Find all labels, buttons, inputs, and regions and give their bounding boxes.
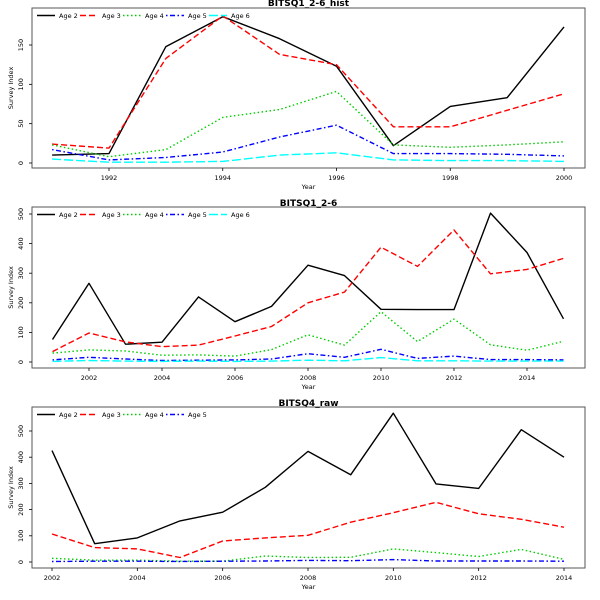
series-line-age-4 — [52, 311, 564, 357]
series-line-age-5 — [52, 348, 564, 362]
x-tick-label: 2006 — [227, 374, 244, 382]
series-line-age-2 — [52, 16, 565, 156]
y-tick-label: 100 — [17, 78, 25, 90]
x-axis-label: Year — [301, 583, 316, 591]
x-tick-label: 2004 — [129, 574, 146, 582]
series-line-age-4 — [51, 548, 565, 562]
chart-title: BITSQ1_2-6 — [280, 199, 338, 209]
x-tick-label: 2006 — [214, 574, 231, 582]
legend: Age 2 Age 3 Age 4 Age 5 Age 6 — [37, 211, 250, 219]
y-axis-label: Survey Index — [7, 266, 15, 309]
x-axis-label: Year — [301, 383, 316, 391]
chart-title: BITSQ1_2-6_hist — [268, 0, 350, 9]
x-tick-label: 1992 — [101, 174, 118, 182]
chart-panel-3: BITSQ4_raw 2002 2004 2006 2008 2010 2012 2014 0 1… — [7, 399, 586, 591]
legend-label: Age 6 — [231, 12, 250, 20]
legend-label: Age 5 — [188, 12, 207, 20]
series-line-age-2 — [51, 212, 565, 345]
y-tick-label: 0 — [17, 161, 25, 165]
legend-label: Age 2 — [59, 411, 78, 419]
y-tick-label: 50 — [17, 120, 25, 128]
x-axis-label: Year — [301, 183, 316, 191]
legend: Age 2 Age 3 Age 4 Age 5 Age 6 — [37, 12, 250, 20]
x-tick-label: 1998 — [442, 174, 459, 182]
y-tick-label: 100 — [17, 326, 25, 338]
plot-frame — [31, 206, 586, 369]
x-tick-label: 1994 — [214, 174, 231, 182]
series-line-age-6 — [52, 152, 565, 163]
x-tick-label: 2002 — [81, 374, 98, 382]
legend-label: Age 4 — [145, 211, 164, 219]
plot-frame — [31, 7, 586, 169]
x-tick-label: 2008 — [300, 374, 317, 382]
y-axis-label: Survey Index — [7, 466, 15, 509]
x-tick-label: 2008 — [300, 574, 317, 582]
series-line-age-3 — [52, 15, 565, 149]
series-line-age-2 — [51, 412, 565, 545]
y-tick-label: 400 — [17, 451, 25, 463]
y-tick-label: 500 — [17, 208, 25, 220]
y-axis-label: Survey Index — [7, 67, 15, 110]
y-tick-label: 500 — [17, 425, 25, 437]
y-tick-label: 400 — [17, 237, 25, 249]
y-tick-label: 300 — [17, 477, 25, 489]
series-line-age-4 — [51, 90, 565, 158]
legend-label: Age 4 — [145, 12, 164, 20]
x-tick-label: 2012 — [446, 374, 463, 382]
legend-label: Age 3 — [102, 411, 121, 419]
chart-panel-1: BITSQ1_2-6_hist 1992 1994 1996 1998 2000 0 50 10… — [7, 0, 586, 191]
y-tick-label: 0 — [17, 360, 25, 364]
legend-label: Age 2 — [59, 12, 78, 20]
x-tick-label: 2014 — [556, 574, 573, 582]
series-line-age-5 — [51, 124, 565, 161]
x-tick-label: 2014 — [519, 374, 536, 382]
y-tick-label: 200 — [17, 503, 25, 515]
legend-label: Age 2 — [59, 211, 78, 219]
x-tick-label: 2002 — [44, 574, 61, 582]
legend-label: Age 6 — [231, 211, 250, 219]
y-tick-label: 300 — [17, 267, 25, 279]
x-tick-label: 2000 — [556, 174, 573, 182]
series-line-age-3 — [51, 501, 565, 559]
chart-panel-2: BITSQ1_2-6 2002 2004 2006 2008 2010 2012 2014 0 1… — [7, 199, 586, 391]
x-tick-label: 2010 — [373, 374, 390, 382]
legend-label: Age 3 — [102, 12, 121, 20]
legend-label: Age 4 — [145, 411, 164, 419]
x-tick-label: 2004 — [154, 374, 171, 382]
legend-label: Age 5 — [188, 211, 207, 219]
chart-title: BITSQ4_raw — [278, 399, 338, 409]
plot-frame — [31, 406, 586, 569]
y-tick-label: 100 — [17, 530, 25, 542]
legend-label: Age 3 — [102, 211, 121, 219]
series-line-age-3 — [52, 229, 564, 353]
x-tick-label: 2010 — [385, 574, 402, 582]
y-tick-label: 150 — [17, 39, 25, 51]
legend-label: Age 5 — [188, 411, 207, 419]
y-tick-label: 200 — [17, 297, 25, 309]
x-tick-label: 2012 — [470, 574, 487, 582]
y-tick-label: 0 — [17, 560, 25, 564]
series-line-age-5 — [51, 558, 565, 563]
legend: Age 2 Age 3 Age 4 Age 5 — [37, 411, 207, 419]
x-tick-label: 1996 — [328, 174, 345, 182]
series-line-age-6 — [52, 356, 564, 363]
